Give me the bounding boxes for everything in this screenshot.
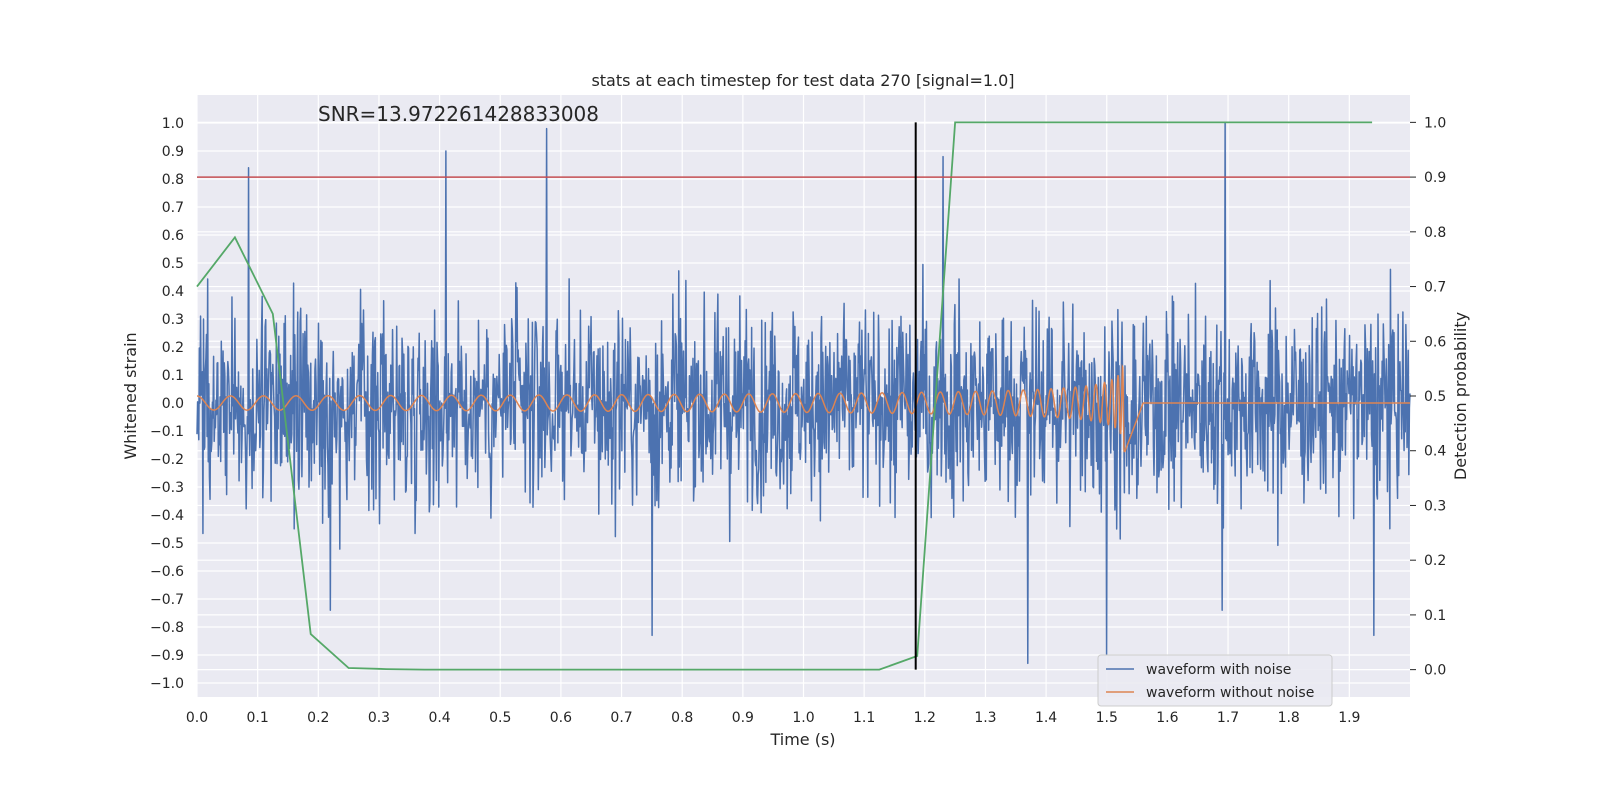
y-right-tick-label-0: 1.0 <box>1424 115 1446 131</box>
x-tick-label-11: 1.1 <box>853 710 875 726</box>
y-left-tick-label-20: −1.0 <box>150 676 184 692</box>
x-tick-label-8: 0.8 <box>671 710 693 726</box>
detection-probability-line <box>196 121 1373 671</box>
y-left-tick-label-0: 1.0 <box>162 116 184 132</box>
y-right-axis-label: Detection probability <box>1451 312 1470 480</box>
x-tick-label-7: 0.7 <box>610 710 632 726</box>
y-left-tick-label-9: 0.1 <box>162 368 184 384</box>
y-left-tick-label-5: 0.5 <box>162 256 184 272</box>
y-right-tick-label-4: 0.6 <box>1424 334 1446 350</box>
series-waveform-without-noise <box>196 363 1410 453</box>
chart-title: stats at each timestep for test data 270… <box>591 71 1014 90</box>
y-right-tick-label-3: 0.7 <box>1424 280 1446 296</box>
x-tick-label-16: 1.6 <box>1156 710 1178 726</box>
y-left-tick-label-14: −0.4 <box>150 508 184 524</box>
y-right-tick-label-7: 0.3 <box>1424 498 1446 514</box>
y-left-tick-label-7: 0.3 <box>162 312 184 328</box>
legend-box <box>1097 654 1333 707</box>
y-right-tick-label-2: 0.8 <box>1424 225 1446 241</box>
y-right-tick-label-10: 0.0 <box>1424 663 1446 679</box>
y-left-tick-label-4: 0.6 <box>162 228 184 244</box>
x-tick-label-5: 0.5 <box>489 710 511 726</box>
y-right-tick-label-9: 0.1 <box>1424 608 1446 624</box>
y-right-tick-label-8: 0.2 <box>1424 553 1446 569</box>
y-left-tick-label-6: 0.4 <box>162 284 184 300</box>
x-tick-label-15: 1.5 <box>1096 710 1118 726</box>
waveform-without-noise-line <box>196 363 1410 453</box>
legend-label-waveform-without-noise: waveform without noise <box>1146 685 1314 701</box>
x-tick-label-4: 0.4 <box>428 710 450 726</box>
y-left-tick-label-19: −0.9 <box>150 648 184 664</box>
y-left-tick-label-18: −0.8 <box>150 620 184 636</box>
legend-label-waveform-with-noise: waveform with noise <box>1146 662 1291 678</box>
x-tick-label-18: 1.8 <box>1278 710 1300 726</box>
y-left-tick-label-3: 0.7 <box>162 200 184 216</box>
x-tick-label-2: 0.2 <box>307 710 329 726</box>
y-right-tick-label-6: 0.4 <box>1424 444 1446 460</box>
x-tick-label-0: 0.0 <box>186 710 208 726</box>
legend: waveform with noise waveform without noi… <box>1097 654 1333 707</box>
x-tick-label-12: 1.2 <box>914 710 936 726</box>
x-tick-label-17: 1.7 <box>1217 710 1239 726</box>
y-left-axis-label: Whitened strain <box>121 332 140 459</box>
x-tick-label-10: 1.0 <box>792 710 814 726</box>
y-left-tick-label-11: −0.1 <box>150 424 184 440</box>
x-tick-label-3: 0.3 <box>368 710 390 726</box>
y-left-tick-label-12: −0.2 <box>150 452 184 468</box>
y-left-tick-label-10: 0.0 <box>162 396 184 412</box>
snr-annotation: SNR=13.972261428833008 <box>318 102 599 126</box>
x-tick-label-13: 1.3 <box>974 710 996 726</box>
series-detection-probability <box>196 121 1373 671</box>
y-left-tick-label-8: 0.2 <box>162 340 184 356</box>
reference-lines <box>197 122 1410 670</box>
y-right-tick-label-1: 0.9 <box>1424 170 1446 186</box>
x-tick-label-6: 0.6 <box>550 710 572 726</box>
y-left-tick-label-13: −0.3 <box>150 480 184 496</box>
series-waveform-with-noise <box>196 122 1411 665</box>
x-tick-label-19: 1.9 <box>1338 710 1360 726</box>
x-tick-label-1: 0.1 <box>247 710 269 726</box>
y-left-tick-label-16: −0.6 <box>150 564 184 580</box>
x-axis-label: Time (s) <box>769 730 835 749</box>
y-left-axis-ticks: 1.0 0.9 0.8 0.7 0.6 0.5 0.4 0.3 0.2 0.1 0.0 −0.1 −0.… <box>150 116 184 692</box>
x-axis-ticks: 0.0 0.1 0.2 0.3 0.4 0.5 0.6 0.7 0.8 0.9 1.0 1.1 1.2 1… <box>186 710 1361 726</box>
x-tick-label-14: 1.4 <box>1035 710 1057 726</box>
x-tick-label-9: 0.9 <box>732 710 754 726</box>
y-left-tick-label-17: −0.7 <box>150 592 184 608</box>
y-left-tick-label-15: −0.5 <box>150 536 184 552</box>
y-right-axis-ticks: 1.0 0.9 0.8 0.7 0.6 0.5 0.4 0.3 0.2 0.1 0.0 <box>1410 115 1446 679</box>
y-right-tick-label-5: 0.5 <box>1424 389 1446 405</box>
y-left-tick-label-2: 0.8 <box>162 172 184 188</box>
waveform-with-noise-line <box>196 122 1411 665</box>
y-left-tick-label-1: 0.9 <box>162 144 184 160</box>
